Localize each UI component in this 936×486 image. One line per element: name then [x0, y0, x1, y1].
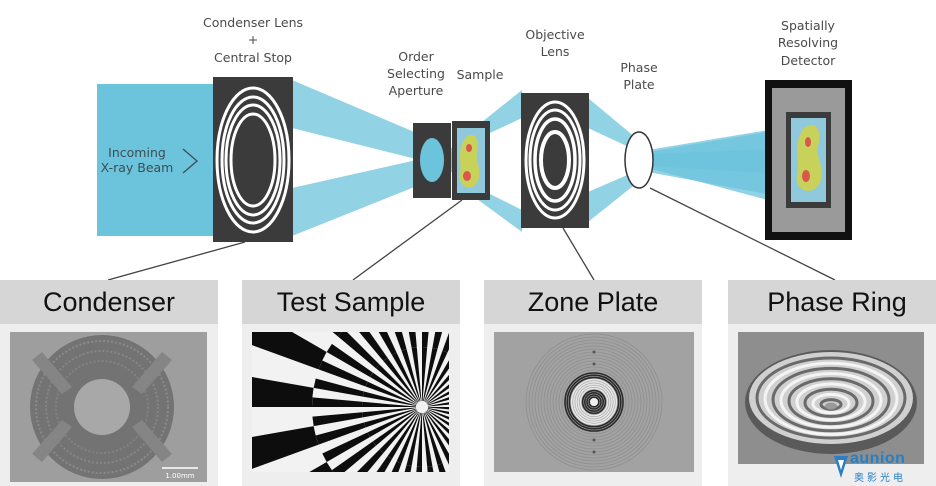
aperture-label-1: Order	[398, 49, 434, 64]
phase-plate	[624, 131, 654, 189]
logo-subtitle: 奥影光电	[854, 473, 906, 484]
zone-plate-panel: Zone Plate	[484, 280, 702, 486]
condenser-micrograph: 1.00mm	[10, 332, 207, 482]
detector-label-3: Detector	[781, 53, 836, 68]
objective-lens	[521, 93, 589, 228]
detector-label-1: Spatially	[781, 18, 836, 33]
condenser-lens	[213, 77, 293, 242]
zone-plate-rings	[525, 333, 663, 471]
phase-label-1: Phase	[620, 60, 658, 75]
spatially-resolving-detector	[765, 80, 852, 240]
condenser-label-1: Condenser Lens	[203, 15, 303, 30]
phase-ring-panel: Phase Ring	[728, 280, 936, 486]
phase-ring-micrograph	[738, 332, 924, 464]
condenser-label-2: +	[248, 32, 258, 47]
objective-label-1: Objective	[525, 27, 585, 42]
aunion-logo-icon	[834, 456, 848, 478]
beam-arrow-icon	[182, 148, 198, 174]
aperture-label-3: Aperture	[389, 83, 444, 98]
condenser-panel: Condenser 1.00mm	[0, 280, 218, 486]
zone-plate-panel-title: Zone Plate	[484, 280, 702, 324]
phase-ring-rings	[755, 356, 907, 440]
test-sample-panel-title: Test Sample	[242, 280, 460, 324]
aunion-logo: aunion 奥影光电	[832, 450, 928, 484]
objective-label-2: Lens	[541, 44, 570, 59]
condenser-scale-label: 1.00mm	[165, 472, 194, 480]
sample-holder	[452, 121, 490, 200]
sample-label: Sample	[457, 67, 504, 82]
aperture-label-2: Selecting	[387, 66, 445, 81]
incoming-label-1: Incoming	[108, 145, 166, 160]
star-core-ring	[362, 347, 449, 467]
logo-name: aunion	[850, 450, 906, 467]
siemens-star-test-pattern	[252, 332, 449, 472]
star-outer-ring	[252, 332, 342, 472]
condenser-panel-title: Condenser	[0, 280, 218, 324]
detector-label-2: Resolving	[778, 35, 838, 50]
phase-ring-panel-title: Phase Ring	[728, 280, 936, 324]
phase-label-2: Plate	[623, 77, 655, 92]
incoming-label-2: X-ray Beam	[101, 160, 174, 175]
order-selecting-aperture	[413, 123, 451, 198]
zone-plate-micrograph	[494, 332, 694, 472]
test-sample-panel: Test Sample	[242, 280, 460, 486]
condenser-label-3: Central Stop	[214, 50, 292, 65]
connector-lines	[107, 187, 836, 281]
